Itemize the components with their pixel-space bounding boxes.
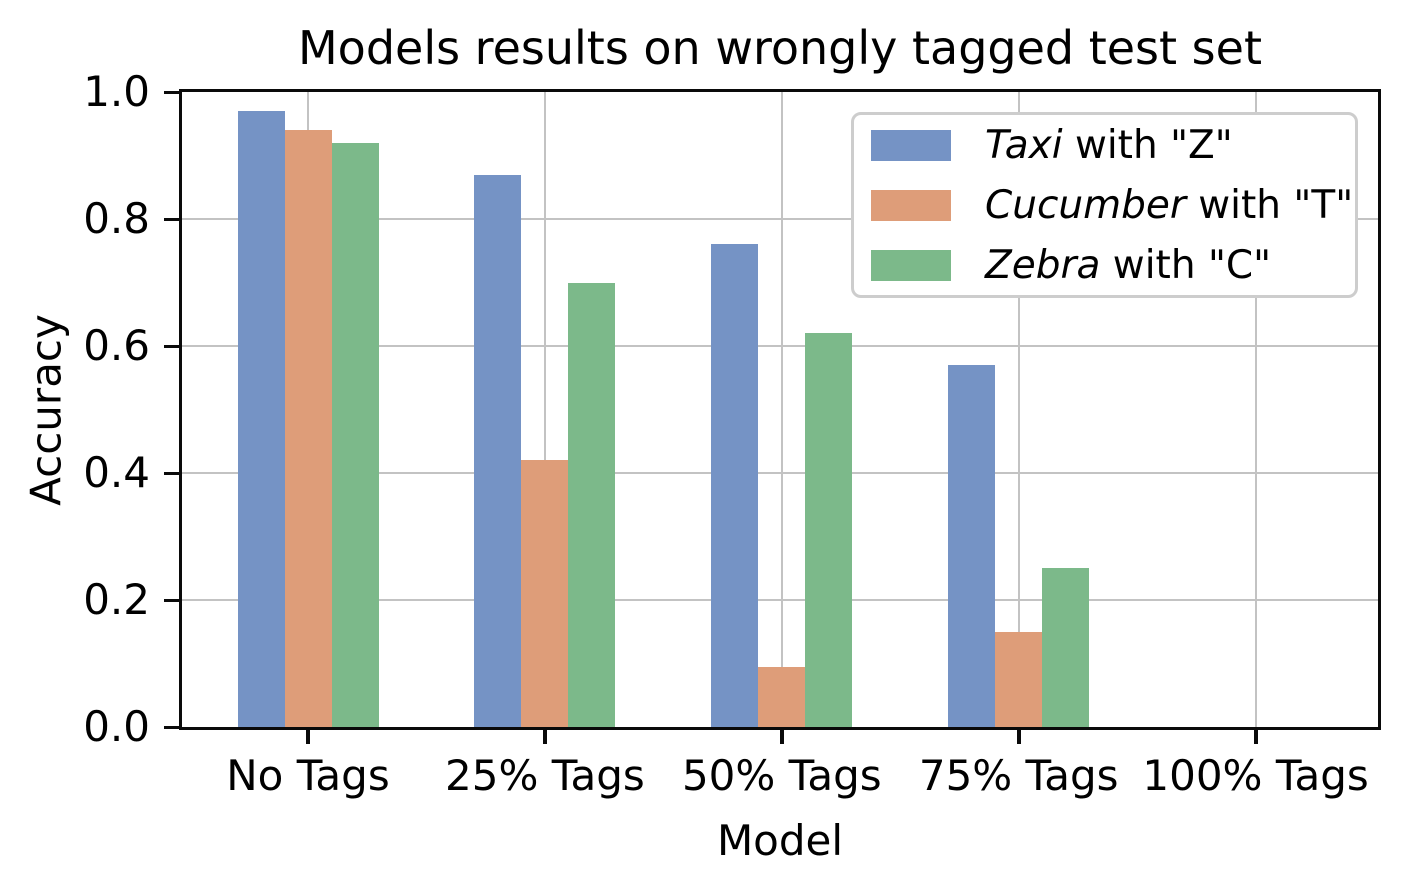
x-tick-mark (306, 730, 310, 744)
x-tick-mark (1253, 730, 1258, 744)
y-tick-label: 0.2 (83, 575, 150, 624)
bar (948, 365, 996, 727)
bar (1042, 568, 1090, 727)
y-tick-mark (164, 344, 179, 348)
y-tick-mark (164, 598, 179, 602)
bar (331, 142, 379, 727)
h-gridline (182, 599, 1378, 601)
y-tick-mark (164, 90, 179, 94)
legend-label-rest: with "T" (1185, 182, 1354, 228)
bar (758, 666, 806, 727)
legend: Taxi with "Z" Cucumber with "T" Zebra with… (851, 112, 1358, 298)
h-gridline (182, 218, 1378, 220)
legend-item: Taxi with "Z" (854, 115, 1355, 175)
x-axis-label: Model (716, 816, 844, 865)
bar (237, 111, 285, 727)
legend-item: Zebra with "C" (854, 235, 1355, 295)
v-gridline (543, 92, 546, 727)
v-gridline (1254, 92, 1257, 727)
x-tick-mark (542, 730, 547, 744)
bar (995, 631, 1043, 727)
legend-item: Cucumber with "T" (854, 175, 1355, 235)
y-tick-mark (164, 217, 179, 221)
plot-area: 1.0 0.8 0.6 0.4 0.2 0.0 No Tags 25% Tags 50% Tag… (83, 71, 1381, 798)
y-tick-mark (164, 725, 179, 729)
x-tick-mark (1016, 730, 1021, 744)
y-tick-label: 0.8 (83, 194, 150, 243)
bar (711, 244, 759, 727)
legend-label: Taxi with "Z" (985, 123, 1233, 168)
v-gridline (780, 92, 783, 727)
legend-swatch (871, 129, 951, 161)
bar (568, 282, 616, 727)
bar (284, 130, 332, 727)
legend-label: Cucumber with "T" (985, 183, 1353, 228)
x-tick-label: 25% Tags (445, 751, 645, 800)
legend-swatch (871, 249, 951, 281)
legend-label-rest: with "C" (1100, 242, 1272, 288)
bar (805, 333, 853, 727)
x-tick-label: 50% Tags (681, 751, 882, 800)
h-gridline (182, 472, 1378, 474)
legend-label: Zebra with "C" (985, 243, 1271, 288)
legend-label-italic: Cucumber (985, 182, 1186, 228)
y-tick-mark (164, 471, 179, 475)
x-tick-label: 100% Tags (1142, 751, 1369, 800)
h-gridline (182, 345, 1378, 347)
y-tick-label: 0.6 (83, 321, 150, 370)
bar (521, 460, 569, 727)
x-tick-label: No Tags (226, 751, 390, 800)
legend-label-rest: with "Z" (1062, 122, 1233, 168)
y-tick-label: 0.0 (83, 702, 150, 751)
bar (474, 174, 522, 727)
x-tick-label: 75% Tags (918, 751, 1119, 800)
v-gridline (1017, 92, 1020, 727)
legend-swatch (871, 189, 951, 221)
legend-label-italic: Taxi (985, 122, 1063, 168)
x-tick-mark (779, 730, 784, 744)
y-tick-label: 1.0 (83, 67, 150, 116)
chart-title: Models results on wrongly tagged test se… (297, 21, 1262, 75)
y-tick-label: 0.4 (83, 448, 150, 497)
legend-label-italic: Zebra (985, 242, 1101, 288)
